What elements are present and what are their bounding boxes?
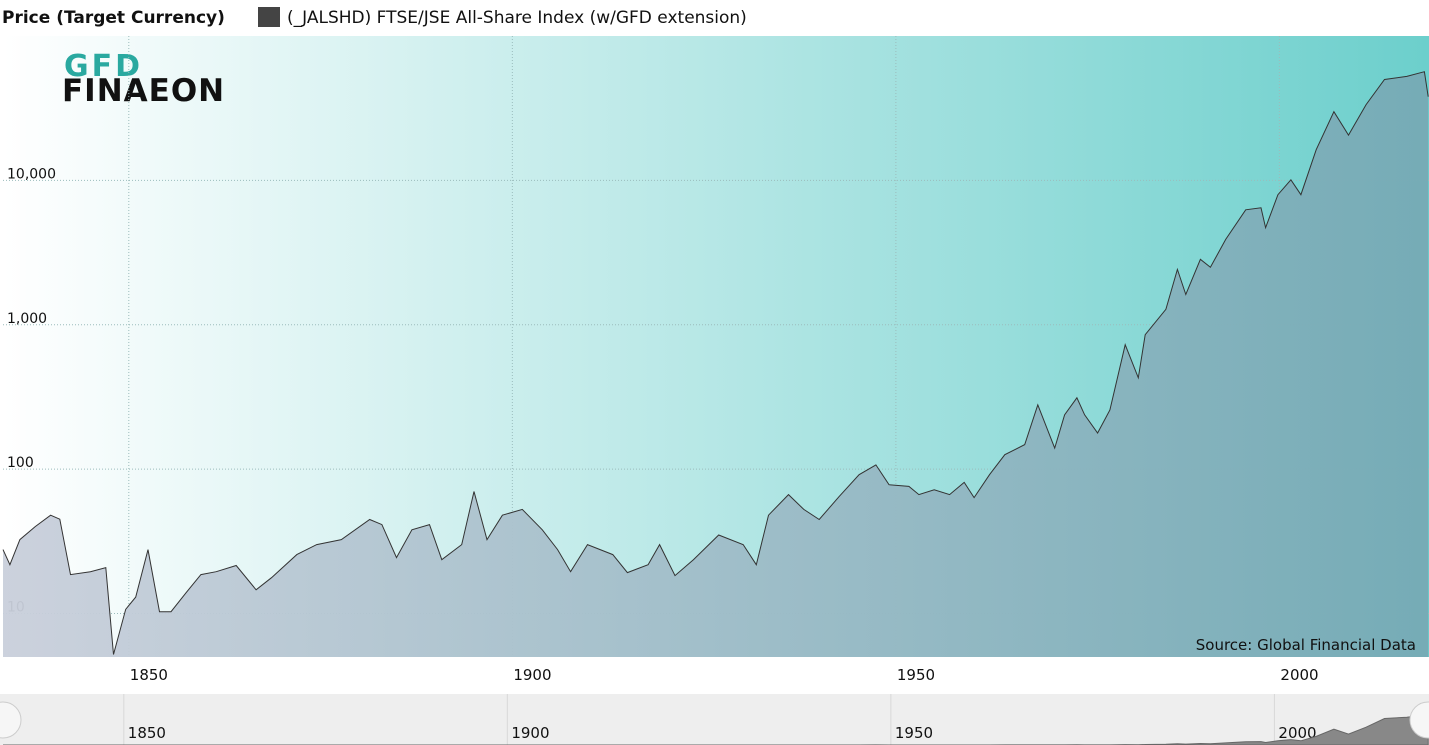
logo-bottom: FINAEON bbox=[62, 73, 225, 109]
x-tick-label: 1850 bbox=[130, 666, 168, 684]
x-tick-label: 1900 bbox=[513, 666, 551, 684]
logo-top: GFD bbox=[64, 49, 143, 84]
navigator-handle-right[interactable] bbox=[1409, 701, 1429, 739]
x-tick-label: 1950 bbox=[897, 666, 935, 684]
legend-label[interactable]: (_JALSHD) FTSE/JSE All-Share Index (w/GF… bbox=[287, 8, 747, 28]
navigator-area bbox=[3, 714, 1429, 745]
area bbox=[3, 71, 1429, 657]
navigator-label: 2000 bbox=[1278, 724, 1316, 742]
y-tick-label: 10,000 bbox=[7, 166, 56, 182]
x-tick-label: 2000 bbox=[1280, 666, 1318, 684]
line bbox=[2, 71, 1429, 655]
navigator[interactable] bbox=[0, 694, 1429, 745]
legend-swatch[interactable] bbox=[258, 7, 280, 27]
chart-title: Price (Target Currency) bbox=[2, 8, 225, 28]
y-tick-label: 1,000 bbox=[7, 311, 47, 327]
navigator-handle-left[interactable] bbox=[0, 701, 22, 739]
navigator-label: 1850 bbox=[128, 724, 166, 742]
source: Source: Global Financial Data bbox=[1196, 636, 1416, 654]
navigator-label: 1900 bbox=[511, 724, 549, 742]
navigator-label: 1950 bbox=[895, 724, 933, 742]
y-tick-label: 100 bbox=[7, 455, 34, 471]
